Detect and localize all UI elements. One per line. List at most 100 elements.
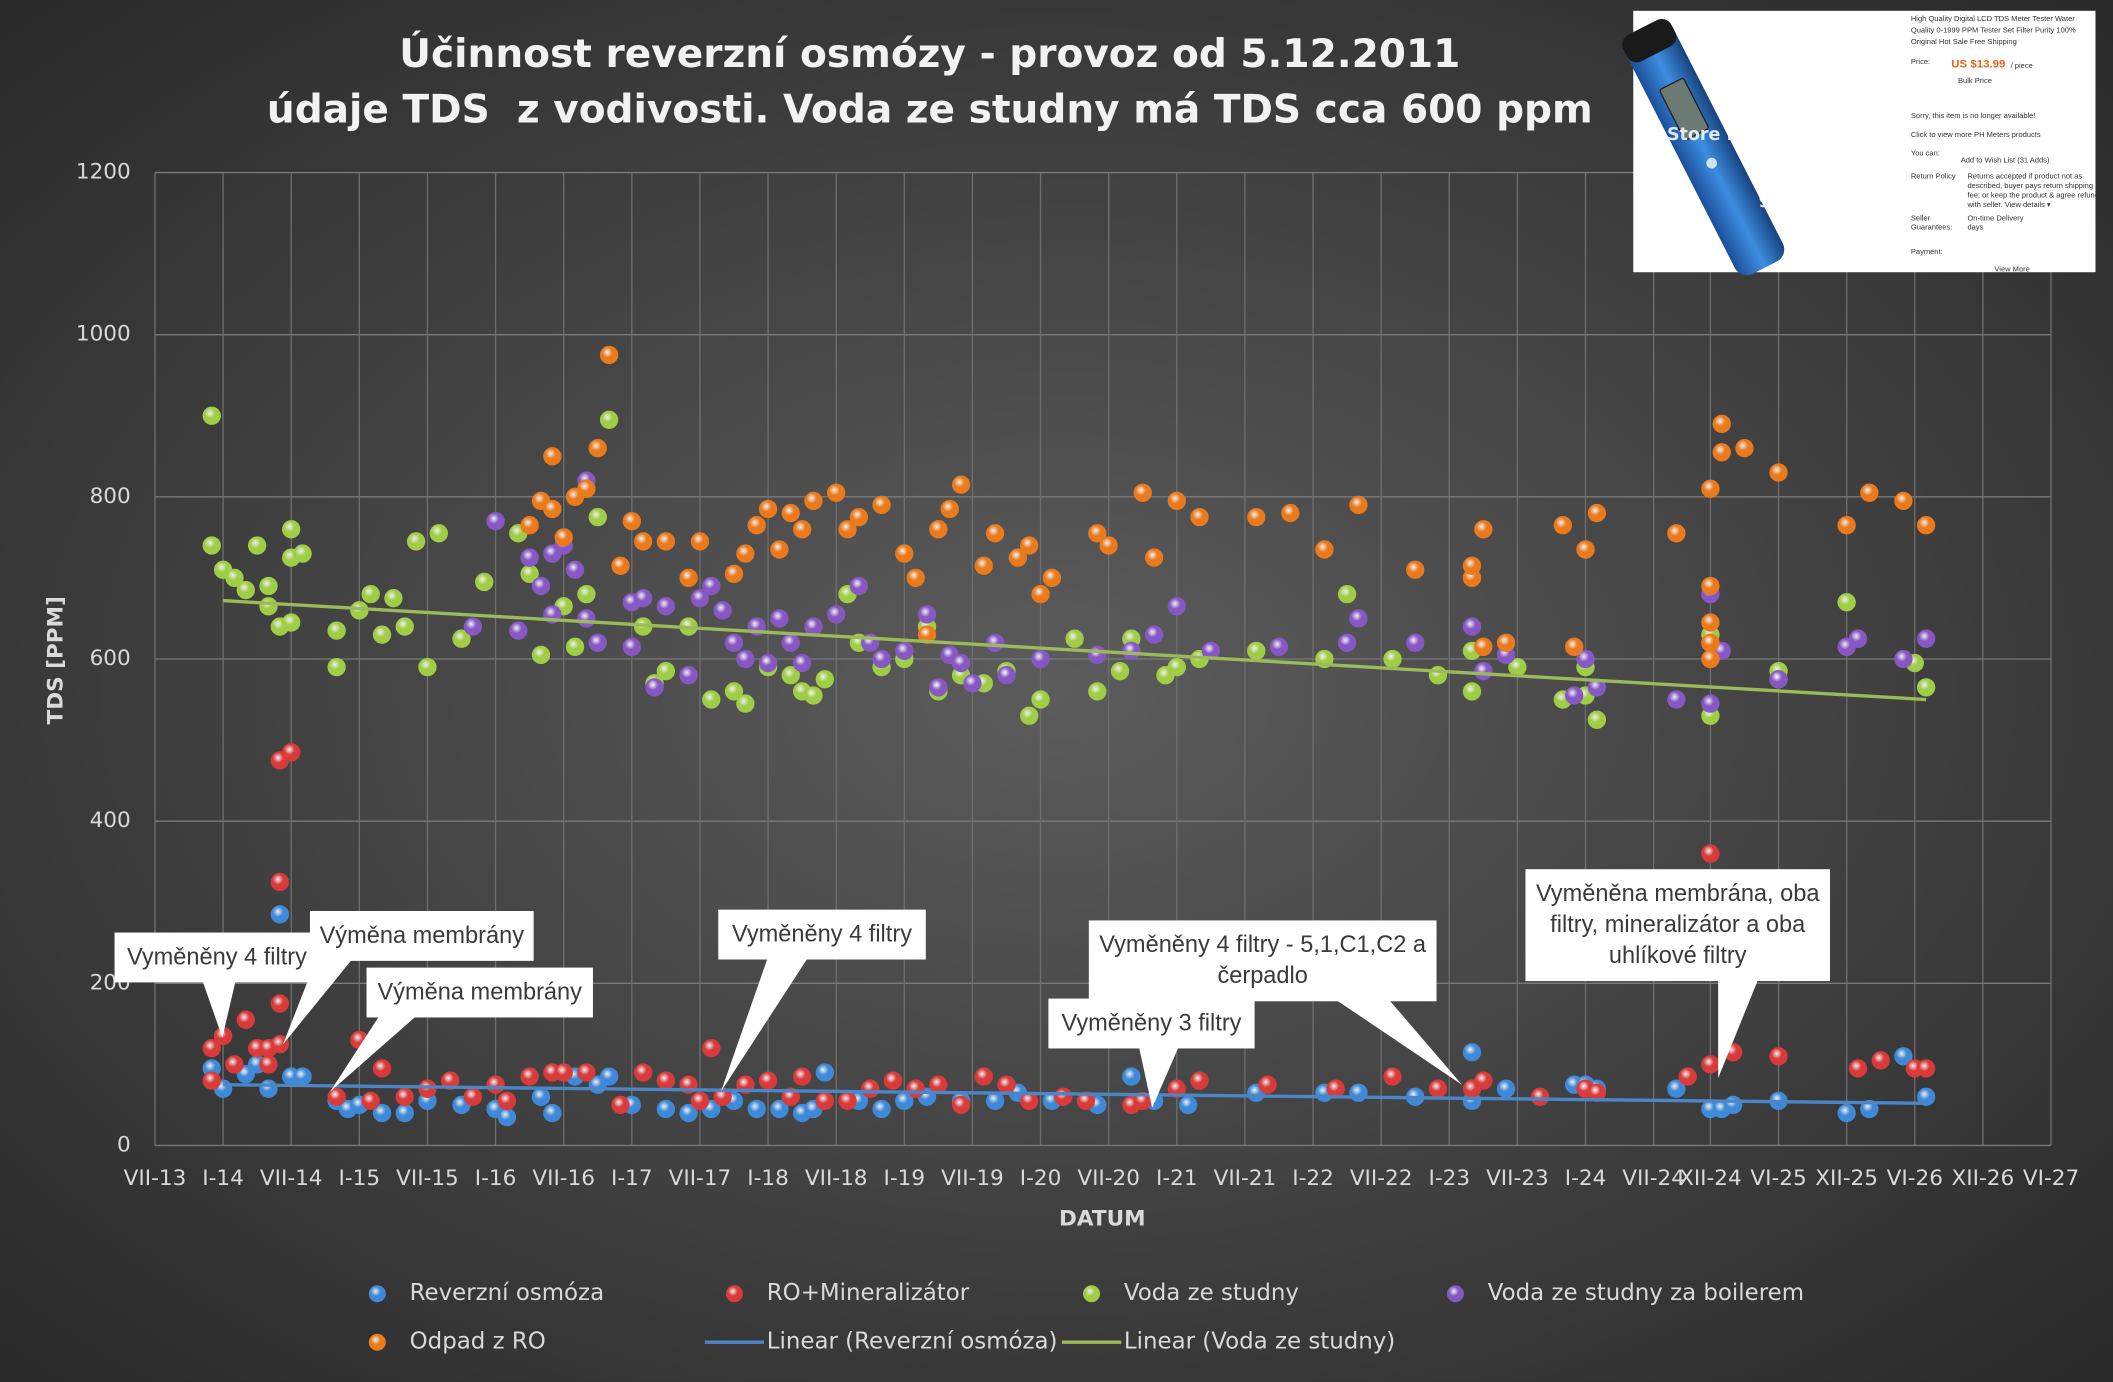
data-point — [1247, 507, 1266, 527]
callout-box — [1048, 998, 1255, 1049]
data-point — [917, 605, 937, 624]
price-unit: / piece — [2011, 61, 2033, 70]
callout-box — [1525, 869, 1831, 982]
x-tick-label: VI-27 — [2023, 1166, 2079, 1191]
y-axis-title: TDS [PPM] — [44, 596, 69, 724]
callout-text: Výměna membrány — [378, 978, 583, 1004]
data-point — [634, 1063, 653, 1082]
x-tick-label: VII-22 — [1350, 1166, 1413, 1191]
data-point — [1349, 1083, 1368, 1102]
legend-label: Voda ze studny — [1124, 1280, 1299, 1306]
x-tick-label: XII-25 — [1815, 1166, 1878, 1191]
data-point — [577, 609, 596, 628]
seller-label: Seller — [1911, 213, 1931, 222]
x-tick-label: VII-24 — [1622, 1166, 1685, 1191]
data-point — [997, 1075, 1016, 1094]
data-point — [815, 1063, 834, 1082]
data-point — [531, 1087, 551, 1106]
data-point — [565, 560, 585, 579]
x-tick-label: XII-24 — [1679, 1166, 1742, 1191]
data-point — [1474, 1071, 1493, 1090]
data-point — [1167, 657, 1186, 677]
data-point — [236, 1010, 255, 1029]
x-tick-label: VII-17 — [669, 1166, 732, 1191]
data-point — [531, 645, 551, 665]
x-tick-label: XII-26 — [1952, 1166, 2015, 1191]
data-point — [1701, 1055, 1720, 1074]
x-tick-label: I-20 — [1020, 1166, 1062, 1191]
callout-box — [718, 909, 926, 960]
callout-text: Vyměněna membrána, oba — [1536, 880, 1820, 906]
data-point — [1894, 491, 1913, 511]
data-point — [985, 524, 1005, 543]
pen-cap — [1622, 18, 1677, 63]
data-point — [1031, 649, 1050, 669]
data-point — [1337, 633, 1357, 652]
data-point — [225, 568, 244, 588]
data-point — [1587, 503, 1607, 523]
data-point — [1088, 524, 1107, 543]
data-point — [815, 1091, 834, 1111]
data-point — [838, 1091, 857, 1111]
seller-label: Guarantees: — [1911, 223, 1952, 232]
data-point — [554, 1063, 573, 1082]
data-point — [951, 1095, 971, 1115]
data-point — [997, 666, 1016, 685]
data-point — [895, 544, 914, 563]
data-point — [372, 1059, 392, 1078]
data-point — [1122, 1067, 1141, 1086]
data-point — [1020, 536, 1039, 555]
data-point — [702, 690, 721, 709]
data-point — [917, 625, 937, 644]
legend-marker — [368, 1285, 386, 1303]
data-point — [599, 1067, 619, 1086]
return-text: described, buyer pays return shipping — [1967, 181, 2093, 190]
data-point — [486, 1075, 505, 1094]
data-point — [543, 447, 562, 466]
data-point — [1701, 694, 1720, 713]
data-point — [1462, 556, 1482, 575]
data-point — [1144, 625, 1164, 644]
data-point — [1383, 649, 1402, 669]
data-point — [202, 1039, 221, 1058]
data-point — [895, 641, 914, 661]
data-point — [758, 653, 778, 673]
data-point — [259, 1079, 278, 1098]
data-point — [361, 1091, 380, 1111]
pen-display — [1659, 78, 1709, 141]
data-point — [463, 617, 483, 636]
x-tick-label: I-23 — [1428, 1166, 1470, 1191]
data-point — [293, 544, 312, 563]
y-tick-label: 1200 — [76, 160, 131, 185]
data-point — [225, 1055, 244, 1074]
data-point — [259, 1055, 278, 1074]
data-point — [770, 609, 789, 628]
data-point — [282, 520, 301, 539]
x-tick-label: VI-25 — [1750, 1166, 1806, 1191]
y-tick-label: 1000 — [76, 322, 131, 347]
data-point — [1723, 1095, 1743, 1115]
x-tick-label: VII-21 — [1214, 1166, 1277, 1191]
data-point — [849, 507, 869, 527]
data-point — [361, 584, 380, 604]
data-point — [611, 1095, 630, 1115]
data-point — [588, 633, 607, 652]
data-point — [1871, 1051, 1890, 1070]
legend-label: Linear (Voda ze studny) — [1124, 1329, 1395, 1355]
data-point — [838, 520, 857, 539]
data-point — [679, 1103, 698, 1123]
data-point — [1587, 710, 1607, 729]
data-point — [497, 1107, 517, 1127]
data-point — [1042, 568, 1062, 588]
x-tick-label: I-14 — [202, 1166, 244, 1191]
data-point — [827, 605, 846, 624]
payment-label: Payment: — [1911, 247, 1943, 256]
data-point — [1474, 637, 1493, 656]
data-point — [1576, 649, 1595, 669]
data-point — [520, 1067, 539, 1086]
data-point — [1031, 690, 1050, 709]
data-point — [599, 410, 619, 429]
data-point — [1837, 593, 1856, 612]
x-tick-label: VII-14 — [260, 1166, 323, 1191]
data-point — [1281, 503, 1300, 523]
